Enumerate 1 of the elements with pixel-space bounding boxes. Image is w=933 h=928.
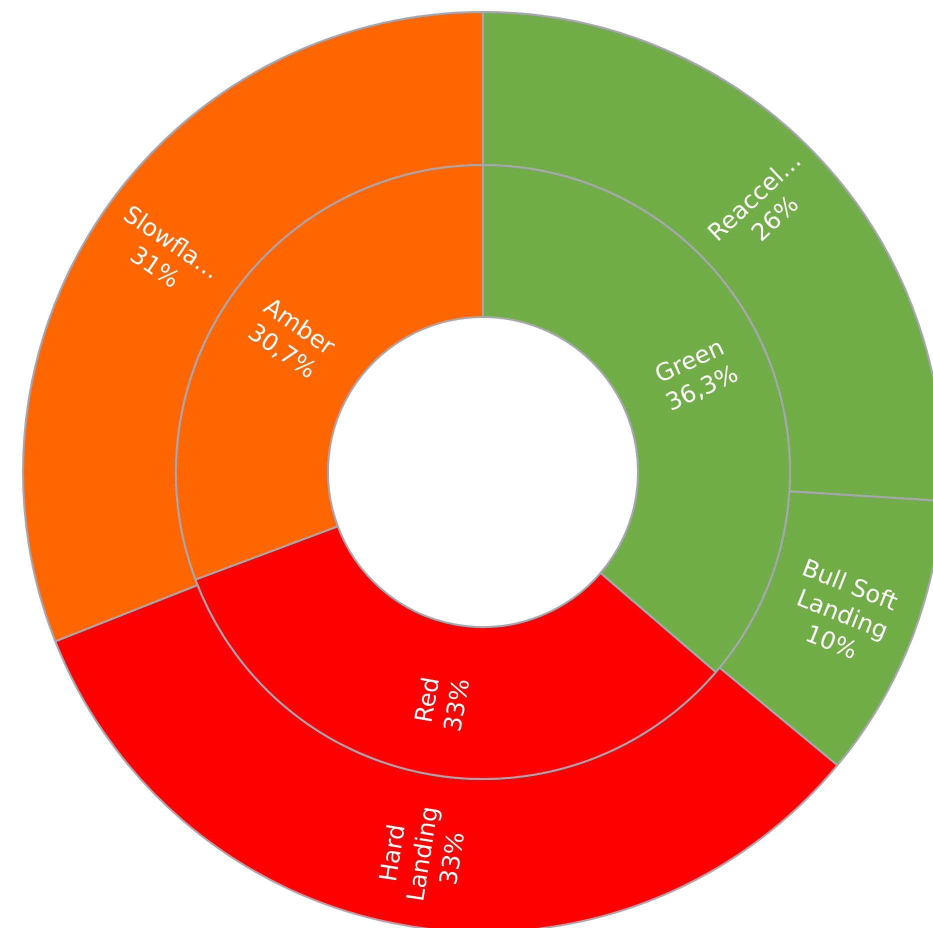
data-label: 33% (438, 676, 476, 734)
